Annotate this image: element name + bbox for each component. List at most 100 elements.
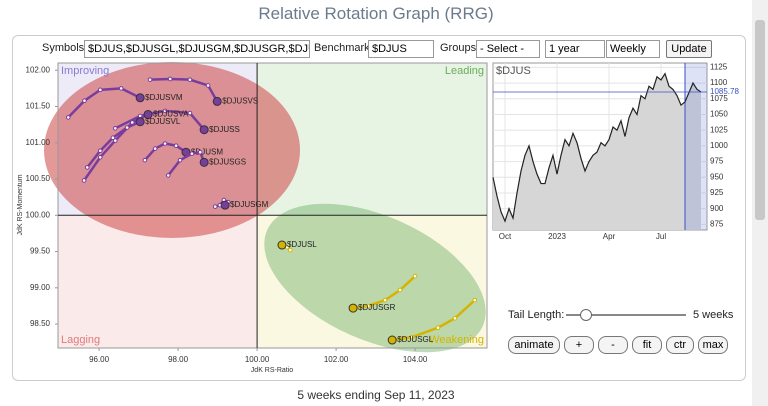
series-label: $DJUSGR xyxy=(358,303,396,312)
head-point xyxy=(199,157,209,167)
y-tick-label: 102.00 xyxy=(26,65,51,74)
tail-point xyxy=(165,173,171,178)
scrollbar[interactable] xyxy=(752,0,768,406)
y-tick-label: 99.50 xyxy=(30,247,51,256)
tail-point xyxy=(187,110,193,116)
y-tick-label: 1050 xyxy=(710,110,728,119)
x-tick-label: 100.00 xyxy=(245,355,270,364)
x-axis-title: JdK RS-Ratio xyxy=(251,367,294,374)
control-button[interactable]: + xyxy=(564,336,594,354)
y-axis-title: JdK RS-Momentum xyxy=(17,174,24,235)
tail-length-value: 5 weeks xyxy=(693,309,734,321)
tail-point xyxy=(118,86,124,91)
tail-point xyxy=(187,77,193,82)
x-tick-label: Apr xyxy=(603,232,616,241)
update-button[interactable]: Update xyxy=(666,40,712,58)
head-point xyxy=(135,117,145,127)
tail-point xyxy=(472,297,478,303)
tail-point xyxy=(287,247,293,253)
tail-point xyxy=(167,76,173,82)
current-label: 1085.78 xyxy=(710,87,739,96)
quadrant-label: Weakening xyxy=(429,334,484,346)
tail-point xyxy=(124,125,130,130)
y-tick-label: 98.50 xyxy=(30,319,51,328)
head-point xyxy=(135,93,145,103)
footer: 5 weeks ending Sep 11, 2023 xyxy=(297,388,455,402)
x-tick-label: Oct xyxy=(499,232,512,241)
tail-point xyxy=(397,287,403,293)
tail-point xyxy=(205,83,211,88)
tail-point xyxy=(97,154,103,160)
head-point xyxy=(387,335,397,345)
quadrant xyxy=(257,215,487,348)
area xyxy=(493,73,701,230)
series-label: $DJUSL xyxy=(287,240,317,249)
highlight-ellipse xyxy=(44,62,300,238)
y-tick-label: 100.50 xyxy=(26,174,51,183)
tail-point xyxy=(382,297,388,303)
y-tick-label: 925 xyxy=(710,188,724,197)
tail-point xyxy=(110,135,116,140)
control-button[interactable]: animate xyxy=(508,336,560,354)
highlight-ellipse xyxy=(264,203,486,353)
x-tick-label: 98.00 xyxy=(168,355,189,364)
series-label: $DJUSVA xyxy=(153,110,189,119)
y-tick-label: 100.00 xyxy=(26,210,51,219)
tail-point xyxy=(81,178,87,183)
series-label: $DJUSVL xyxy=(145,117,181,126)
series-label: $DJUSGM xyxy=(230,200,269,209)
panel xyxy=(12,35,746,381)
y-tick-label: 1000 xyxy=(710,141,728,150)
tail-point xyxy=(173,143,179,148)
benchmark-input[interactable]: $DJUS xyxy=(368,40,434,58)
control-button[interactable]: fit xyxy=(632,336,662,354)
tail-point xyxy=(162,141,168,146)
tail-point xyxy=(409,334,415,340)
tail-point xyxy=(152,146,158,151)
y-tick-label: 1025 xyxy=(710,125,728,134)
tail-point xyxy=(112,125,118,131)
tail-length-label: Tail Length: xyxy=(508,309,565,321)
y-tick-label: 101.50 xyxy=(26,102,51,111)
scroll-thumb[interactable] xyxy=(755,20,765,220)
period-select[interactable]: 1 year xyxy=(545,40,605,58)
series-label: $DJUSGS xyxy=(209,157,246,166)
head-point xyxy=(199,125,209,135)
symbols-label: Symbols: xyxy=(42,42,88,54)
series-label: $DJUSVM xyxy=(145,93,183,102)
x-tick-label: 2023 xyxy=(548,232,566,241)
tail-point xyxy=(197,149,203,155)
control-button[interactable]: max xyxy=(698,336,728,354)
tail-point xyxy=(435,325,441,330)
page-title: Relative Rotation Graph (RRG) xyxy=(258,4,494,23)
x-tick-label: 104.00 xyxy=(403,355,428,364)
x-tick-label: 102.00 xyxy=(324,355,349,364)
y-tick-label: 900 xyxy=(710,204,724,213)
groups-select[interactable]: - Select - xyxy=(476,40,540,58)
tail-highlight xyxy=(685,63,707,230)
tail-slider[interactable] xyxy=(566,309,686,321)
tail-point xyxy=(452,315,458,321)
control-button[interactable]: ctr xyxy=(666,336,694,354)
tail-point xyxy=(97,148,103,154)
tail-point xyxy=(212,204,218,209)
series-label: $DJUSS xyxy=(209,125,240,134)
head-point xyxy=(348,303,358,313)
y-tick-label: 1075 xyxy=(710,94,728,103)
tail-point xyxy=(97,87,103,93)
control-button[interactable]: - xyxy=(598,336,628,354)
slider-handle[interactable] xyxy=(580,309,592,321)
head-point xyxy=(212,96,222,106)
quadrant-label: Lagging xyxy=(61,334,100,346)
y-tick-label: 1125 xyxy=(710,63,728,72)
head-point xyxy=(220,200,230,210)
tail-point xyxy=(65,115,71,120)
tail-point xyxy=(177,157,183,163)
head-point xyxy=(143,109,153,119)
tail-point xyxy=(147,77,153,82)
frequency-select[interactable]: Weekly xyxy=(606,40,660,58)
symbols-input[interactable]: $DJUS,$DJUSGL,$DJUSGM,$DJUSGR,$DJUSGS xyxy=(84,40,310,58)
quadrant-label: Improving xyxy=(61,65,109,77)
chart-title: $DJUS xyxy=(496,65,531,77)
